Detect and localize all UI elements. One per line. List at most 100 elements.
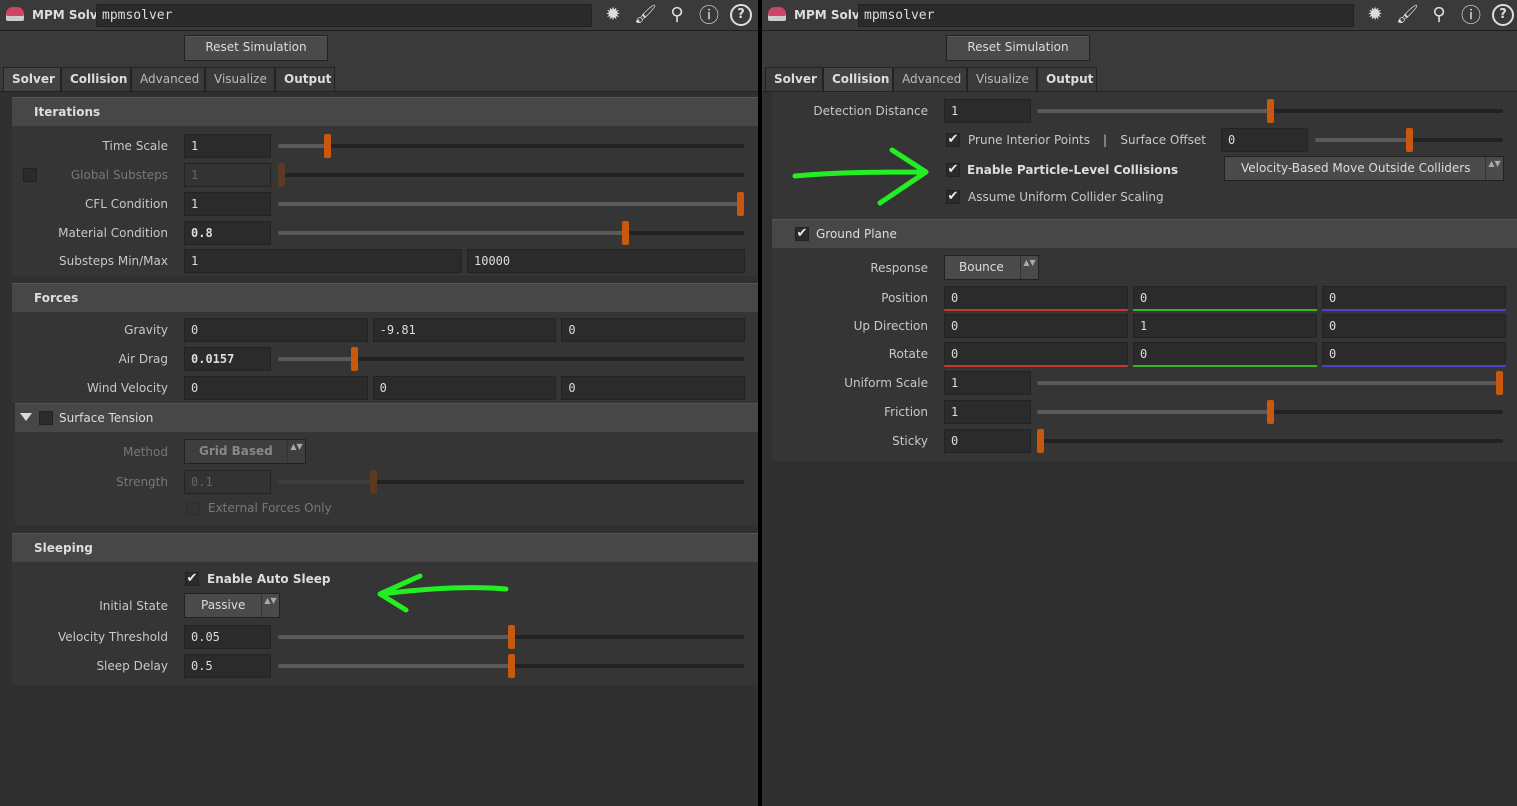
- tab-advanced[interactable]: Advanced: [893, 67, 967, 91]
- param-field[interactable]: 0: [561, 376, 745, 400]
- ground-plane-toggle[interactable]: ✔: [795, 226, 809, 241]
- collision-mode-dropdown[interactable]: Velocity-Based Move Outside Colliders ▲▼: [1224, 156, 1504, 181]
- slider[interactable]: [278, 347, 744, 371]
- param-field[interactable]: 0: [372, 376, 557, 400]
- slider-handle[interactable]: [507, 625, 515, 649]
- surface-tension-toggle[interactable]: [39, 411, 53, 425]
- param-label: Time Scale: [102, 139, 168, 153]
- slider[interactable]: [278, 192, 744, 216]
- tab-solver[interactable]: Solver: [765, 67, 823, 91]
- tab-output[interactable]: Output: [275, 67, 335, 91]
- help-icon[interactable]: ?: [730, 4, 752, 26]
- param-field[interactable]: 0: [1133, 286, 1317, 310]
- param-field[interactable]: 0.0157: [184, 347, 271, 371]
- param-field[interactable]: 0.05: [184, 625, 271, 649]
- param-field[interactable]: 0: [944, 314, 1128, 338]
- node-name-input[interactable]: mpmsolver: [96, 4, 592, 27]
- enable-particle-level-collisions-checkbox[interactable]: ✔: [946, 162, 960, 177]
- param-label: Wind Velocity: [86, 381, 168, 395]
- slider[interactable]: [1037, 371, 1503, 395]
- surface-offset-label: Surface Offset: [1120, 133, 1206, 147]
- param-field[interactable]: 1: [184, 249, 462, 273]
- search-icon[interactable]: ⚲: [1432, 4, 1446, 25]
- response-dropdown[interactable]: Bounce ▲▼: [944, 255, 1039, 280]
- gear-icon[interactable]: ✹: [605, 4, 621, 25]
- collapse-triangle-icon[interactable]: [20, 413, 32, 421]
- iterations-body: [12, 97, 758, 276]
- reset-simulation-button[interactable]: Reset Simulation: [184, 35, 328, 61]
- param-field[interactable]: 0.8: [184, 221, 271, 245]
- slider[interactable]: [1315, 128, 1503, 152]
- section-header-ground-plane[interactable]: Ground Plane: [772, 219, 1517, 248]
- param-field[interactable]: 0: [944, 342, 1128, 366]
- global-substeps-toggle[interactable]: [23, 168, 37, 182]
- slider-handle[interactable]: [1496, 371, 1503, 395]
- node-name-input[interactable]: mpmsolver: [858, 4, 1354, 27]
- enable-auto-sleep-checkbox[interactable]: ✔: [185, 571, 199, 586]
- help-icon[interactable]: ?: [1492, 4, 1514, 26]
- tab-advanced[interactable]: Advanced: [131, 67, 205, 91]
- param-field[interactable]: 1: [184, 192, 271, 216]
- slider-handle[interactable]: [507, 654, 515, 678]
- reset-simulation-button[interactable]: Reset Simulation: [946, 35, 1090, 61]
- param-field[interactable]: 0: [184, 376, 368, 400]
- axis-underline: [944, 365, 1128, 367]
- section-header-iterations[interactable]: Iterations: [12, 97, 758, 126]
- slider[interactable]: [1037, 429, 1503, 453]
- slider-handle[interactable]: [1037, 429, 1044, 453]
- external-forces-checkbox: [186, 502, 200, 516]
- assume-uniform-collider-scaling-checkbox[interactable]: ✔: [946, 189, 960, 204]
- slider[interactable]: [1037, 400, 1503, 424]
- surface-offset-field[interactable]: 0: [1221, 128, 1308, 152]
- param-field[interactable]: 0: [1133, 342, 1317, 366]
- info-icon[interactable]: ⓘ: [699, 3, 719, 27]
- param-field[interactable]: 1: [944, 371, 1031, 395]
- tab-collision[interactable]: Collision: [823, 67, 893, 91]
- initial-state-dropdown[interactable]: Passive ▲▼: [184, 593, 280, 618]
- info-icon[interactable]: ⓘ: [1461, 3, 1481, 27]
- section-header-sleeping[interactable]: Sleeping: [12, 533, 758, 562]
- param-field[interactable]: 0: [1322, 286, 1506, 310]
- prune-interior-points-checkbox[interactable]: ✔: [946, 132, 960, 147]
- slider-handle[interactable]: [1266, 400, 1274, 424]
- node-icon: [6, 7, 24, 21]
- param-field[interactable]: 0: [1322, 314, 1506, 338]
- param-field[interactable]: 1: [184, 134, 271, 158]
- tab-output[interactable]: Output: [1037, 67, 1097, 91]
- param-field[interactable]: 0: [1322, 342, 1506, 366]
- param-field[interactable]: 0: [561, 318, 745, 342]
- param-field[interactable]: 0.5: [184, 654, 271, 678]
- parameter-pane-left: MPM Solver mpmsolver ✹ 🖌 ⚲ ⓘ? Reset Simulation…: [0, 0, 758, 806]
- slider[interactable]: [1037, 99, 1503, 123]
- param-field[interactable]: 1: [1133, 314, 1317, 338]
- brush-icon[interactable]: 🖌: [634, 4, 657, 25]
- section-header-forces[interactable]: Forces: [12, 283, 758, 312]
- section-header-surface-tension[interactable]: Surface Tension: [15, 403, 758, 432]
- param-field[interactable]: 1: [944, 400, 1031, 424]
- brush-icon[interactable]: 🖌: [1396, 4, 1419, 25]
- slider[interactable]: [278, 654, 744, 678]
- slider-handle: [369, 470, 377, 494]
- param-field[interactable]: -9.81: [372, 318, 557, 342]
- tab-solver[interactable]: Solver: [3, 67, 61, 91]
- slider-handle[interactable]: [351, 347, 359, 371]
- search-icon[interactable]: ⚲: [670, 4, 684, 25]
- gear-icon[interactable]: ✹: [1367, 4, 1383, 25]
- param-field[interactable]: 1: [944, 99, 1031, 123]
- tab-visualize[interactable]: Visualize: [967, 67, 1037, 91]
- param-field[interactable]: 0: [944, 429, 1031, 453]
- slider[interactable]: [278, 134, 744, 158]
- param-field[interactable]: 0: [184, 318, 368, 342]
- param-field[interactable]: 10000: [467, 249, 745, 273]
- tab-collision[interactable]: Collision: [61, 67, 131, 91]
- slider-fill: [1037, 109, 1270, 113]
- tab-visualize[interactable]: Visualize: [205, 67, 275, 91]
- slider-handle[interactable]: [737, 192, 744, 216]
- slider-handle[interactable]: [1266, 99, 1274, 123]
- slider-handle[interactable]: [1405, 128, 1413, 152]
- slider-handle[interactable]: [622, 221, 630, 245]
- slider[interactable]: [278, 625, 744, 649]
- param-field[interactable]: 0: [944, 286, 1128, 310]
- slider-handle[interactable]: [323, 134, 331, 158]
- slider[interactable]: [278, 221, 744, 245]
